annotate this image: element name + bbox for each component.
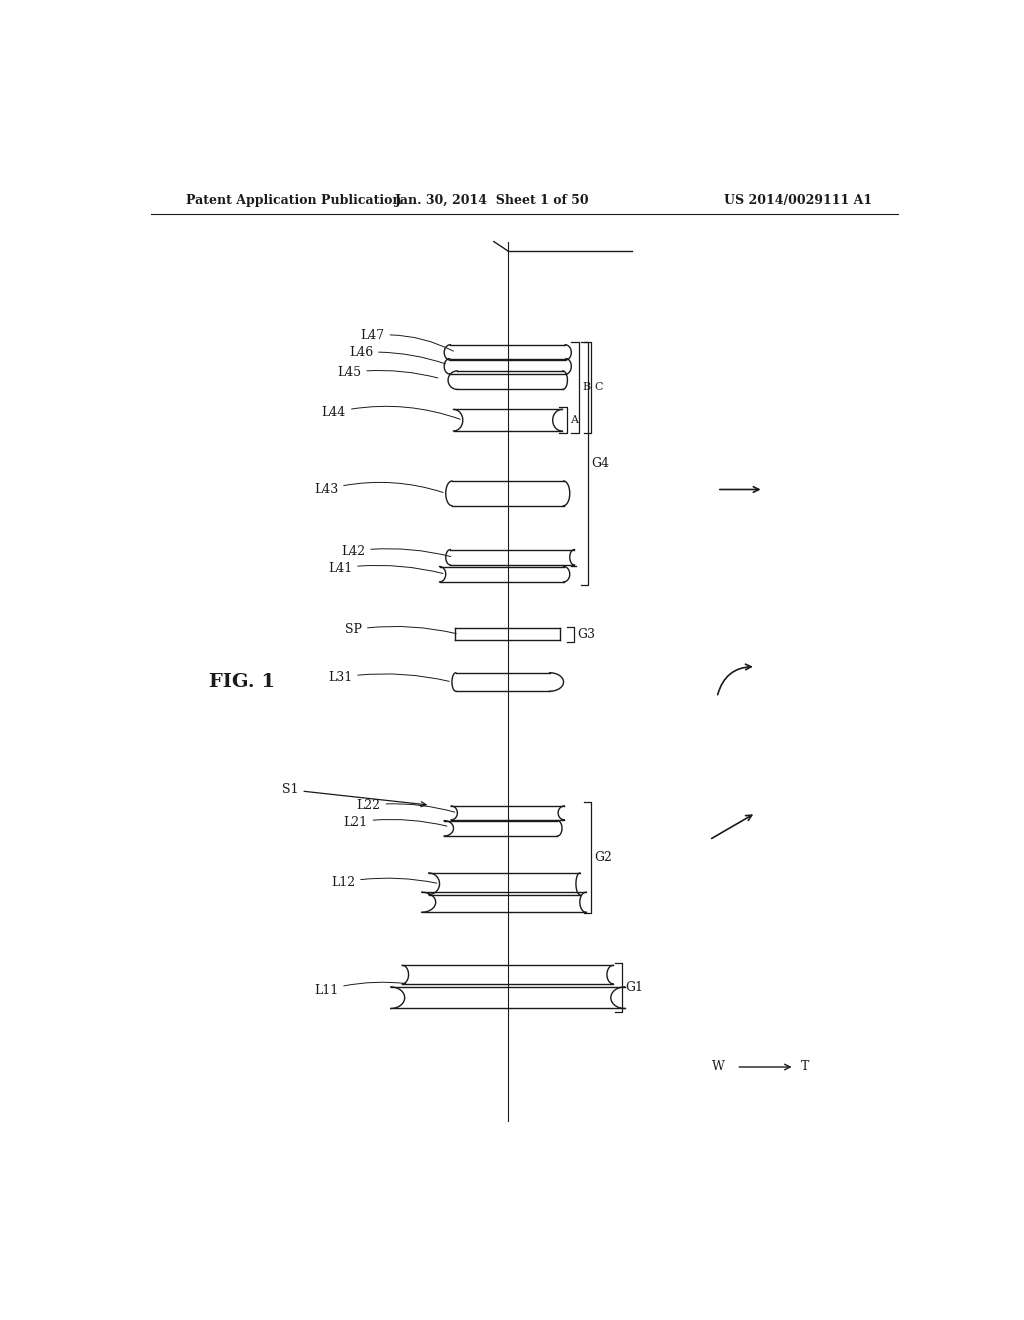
Text: L21: L21 <box>343 816 446 829</box>
Text: L46: L46 <box>349 346 445 364</box>
Text: G4: G4 <box>592 457 609 470</box>
Text: T: T <box>801 1060 809 1073</box>
Text: L43: L43 <box>314 482 443 496</box>
Text: L47: L47 <box>360 329 454 351</box>
Text: Jan. 30, 2014  Sheet 1 of 50: Jan. 30, 2014 Sheet 1 of 50 <box>395 194 590 207</box>
Text: L22: L22 <box>356 799 455 812</box>
Text: L45: L45 <box>337 366 437 379</box>
Text: L11: L11 <box>314 982 406 997</box>
Text: L41: L41 <box>328 561 443 574</box>
Text: L31: L31 <box>328 671 450 684</box>
Text: S1: S1 <box>282 783 426 807</box>
Text: L44: L44 <box>322 407 460 420</box>
Text: W: W <box>712 1060 725 1073</box>
Text: C: C <box>595 383 603 392</box>
Text: L12: L12 <box>331 875 437 888</box>
Text: G1: G1 <box>626 981 643 994</box>
Text: G2: G2 <box>595 851 612 865</box>
Text: Patent Application Publication: Patent Application Publication <box>186 194 401 207</box>
Text: A: A <box>569 416 578 425</box>
Text: L42: L42 <box>341 545 451 557</box>
Text: SP: SP <box>345 623 457 636</box>
Text: FIG. 1: FIG. 1 <box>209 673 275 690</box>
Text: B: B <box>583 383 590 392</box>
Text: G3: G3 <box>578 628 596 640</box>
Text: US 2014/0029111 A1: US 2014/0029111 A1 <box>724 194 872 207</box>
